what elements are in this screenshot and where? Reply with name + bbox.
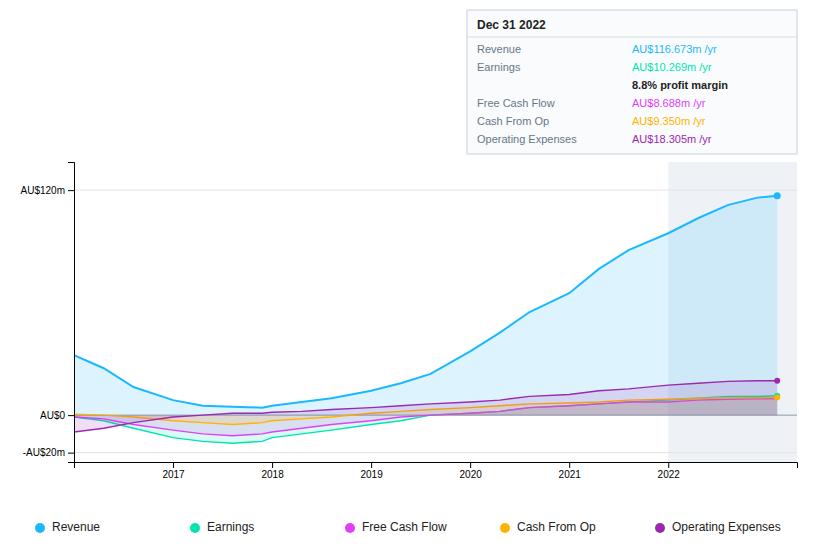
legend-item: Cash From Op bbox=[500, 520, 596, 534]
legend-label: Revenue bbox=[52, 520, 100, 534]
tick-mark bbox=[668, 462, 669, 468]
info-label: Free Cash Flow bbox=[477, 97, 555, 109]
tick-label: 2018 bbox=[261, 469, 284, 480]
tick-mark bbox=[173, 462, 174, 468]
tick: 2018 bbox=[261, 462, 284, 480]
end-marker bbox=[774, 192, 781, 199]
info-label: Earnings bbox=[477, 61, 521, 73]
tick-label: 2021 bbox=[559, 469, 582, 480]
legend-item: Earnings bbox=[190, 520, 254, 534]
tick-mark bbox=[470, 462, 471, 468]
legend-label: Cash From Op bbox=[517, 520, 596, 534]
tick-mark bbox=[68, 453, 74, 454]
tick-mark bbox=[68, 190, 74, 191]
line bbox=[74, 381, 777, 432]
info-value: AU$18.305m /yr bbox=[632, 133, 712, 145]
axis-line bbox=[75, 463, 798, 469]
tick-label: AU$120m bbox=[21, 185, 65, 196]
grid-line bbox=[74, 452, 797, 453]
tick: AU$120m bbox=[21, 185, 74, 196]
tick-label: 2017 bbox=[162, 469, 185, 480]
end-marker bbox=[774, 378, 780, 384]
info-value: AU$9.350m /yr bbox=[632, 115, 706, 127]
chart: 2017 2018 2019 2020 2021 2022 AU$120m AU$0 -AU$2… bbox=[0, 0, 821, 560]
info-value: 8.8% profit margin bbox=[632, 79, 728, 91]
legend-swatch bbox=[35, 523, 45, 533]
tick: 2022 bbox=[658, 462, 681, 480]
legend-item: Operating Expenses bbox=[655, 520, 781, 534]
tick-mark bbox=[272, 462, 273, 468]
plot-area bbox=[74, 162, 797, 462]
area bbox=[74, 196, 777, 415]
area bbox=[74, 381, 777, 432]
legend-swatch bbox=[655, 523, 665, 533]
axis-line bbox=[68, 163, 75, 463]
info-label: Operating Expenses bbox=[477, 133, 577, 145]
tick-label: 2020 bbox=[460, 469, 483, 480]
info-value: AU$116.673m /yr bbox=[632, 43, 717, 55]
tick-label: 2019 bbox=[360, 469, 383, 480]
grid-line bbox=[74, 190, 797, 191]
tick: -AU$20m bbox=[23, 447, 74, 458]
legend-label: Earnings bbox=[207, 520, 254, 534]
tick-mark bbox=[569, 462, 570, 468]
tick: 2017 bbox=[162, 462, 185, 480]
tick-mark bbox=[68, 415, 74, 416]
grid bbox=[74, 190, 797, 453]
info-box-frame bbox=[467, 10, 797, 154]
tick-label: -AU$20m bbox=[23, 447, 65, 458]
info-label: Revenue bbox=[477, 43, 521, 55]
legend: Revenue Earnings Free Cash Flow Cash From O… bbox=[35, 520, 781, 534]
legend-swatch bbox=[500, 523, 510, 533]
separator bbox=[467, 37, 797, 38]
info-value: AU$10.269m /yr bbox=[632, 61, 712, 73]
tick: 2021 bbox=[559, 462, 582, 480]
tick: AU$0 bbox=[40, 410, 74, 421]
legend-label: Free Cash Flow bbox=[362, 520, 447, 534]
info-value: AU$8.688m /yr bbox=[632, 97, 706, 109]
tick-label: AU$0 bbox=[40, 410, 65, 421]
tick-label: 2022 bbox=[658, 469, 681, 480]
x-axis: 2017 2018 2019 2020 2021 2022 bbox=[75, 462, 798, 480]
legend-item: Free Cash Flow bbox=[345, 520, 447, 534]
legend-label: Operating Expenses bbox=[672, 520, 781, 534]
tick: 2019 bbox=[360, 462, 383, 480]
legend-swatch bbox=[190, 523, 200, 533]
line bbox=[74, 196, 777, 408]
tick: 2020 bbox=[460, 462, 483, 480]
info-box: Dec 31 2022 Revenue AU$116.673m /yr Earning… bbox=[467, 10, 797, 154]
end-marker bbox=[774, 395, 780, 401]
tick-mark bbox=[371, 462, 372, 468]
info-box-title: Dec 31 2022 bbox=[477, 18, 546, 32]
legend-swatch bbox=[345, 523, 355, 533]
legend-item: Revenue bbox=[35, 520, 100, 534]
y-axis: AU$120m AU$0 -AU$20m bbox=[21, 163, 75, 463]
info-label: Cash From Op bbox=[477, 115, 549, 127]
